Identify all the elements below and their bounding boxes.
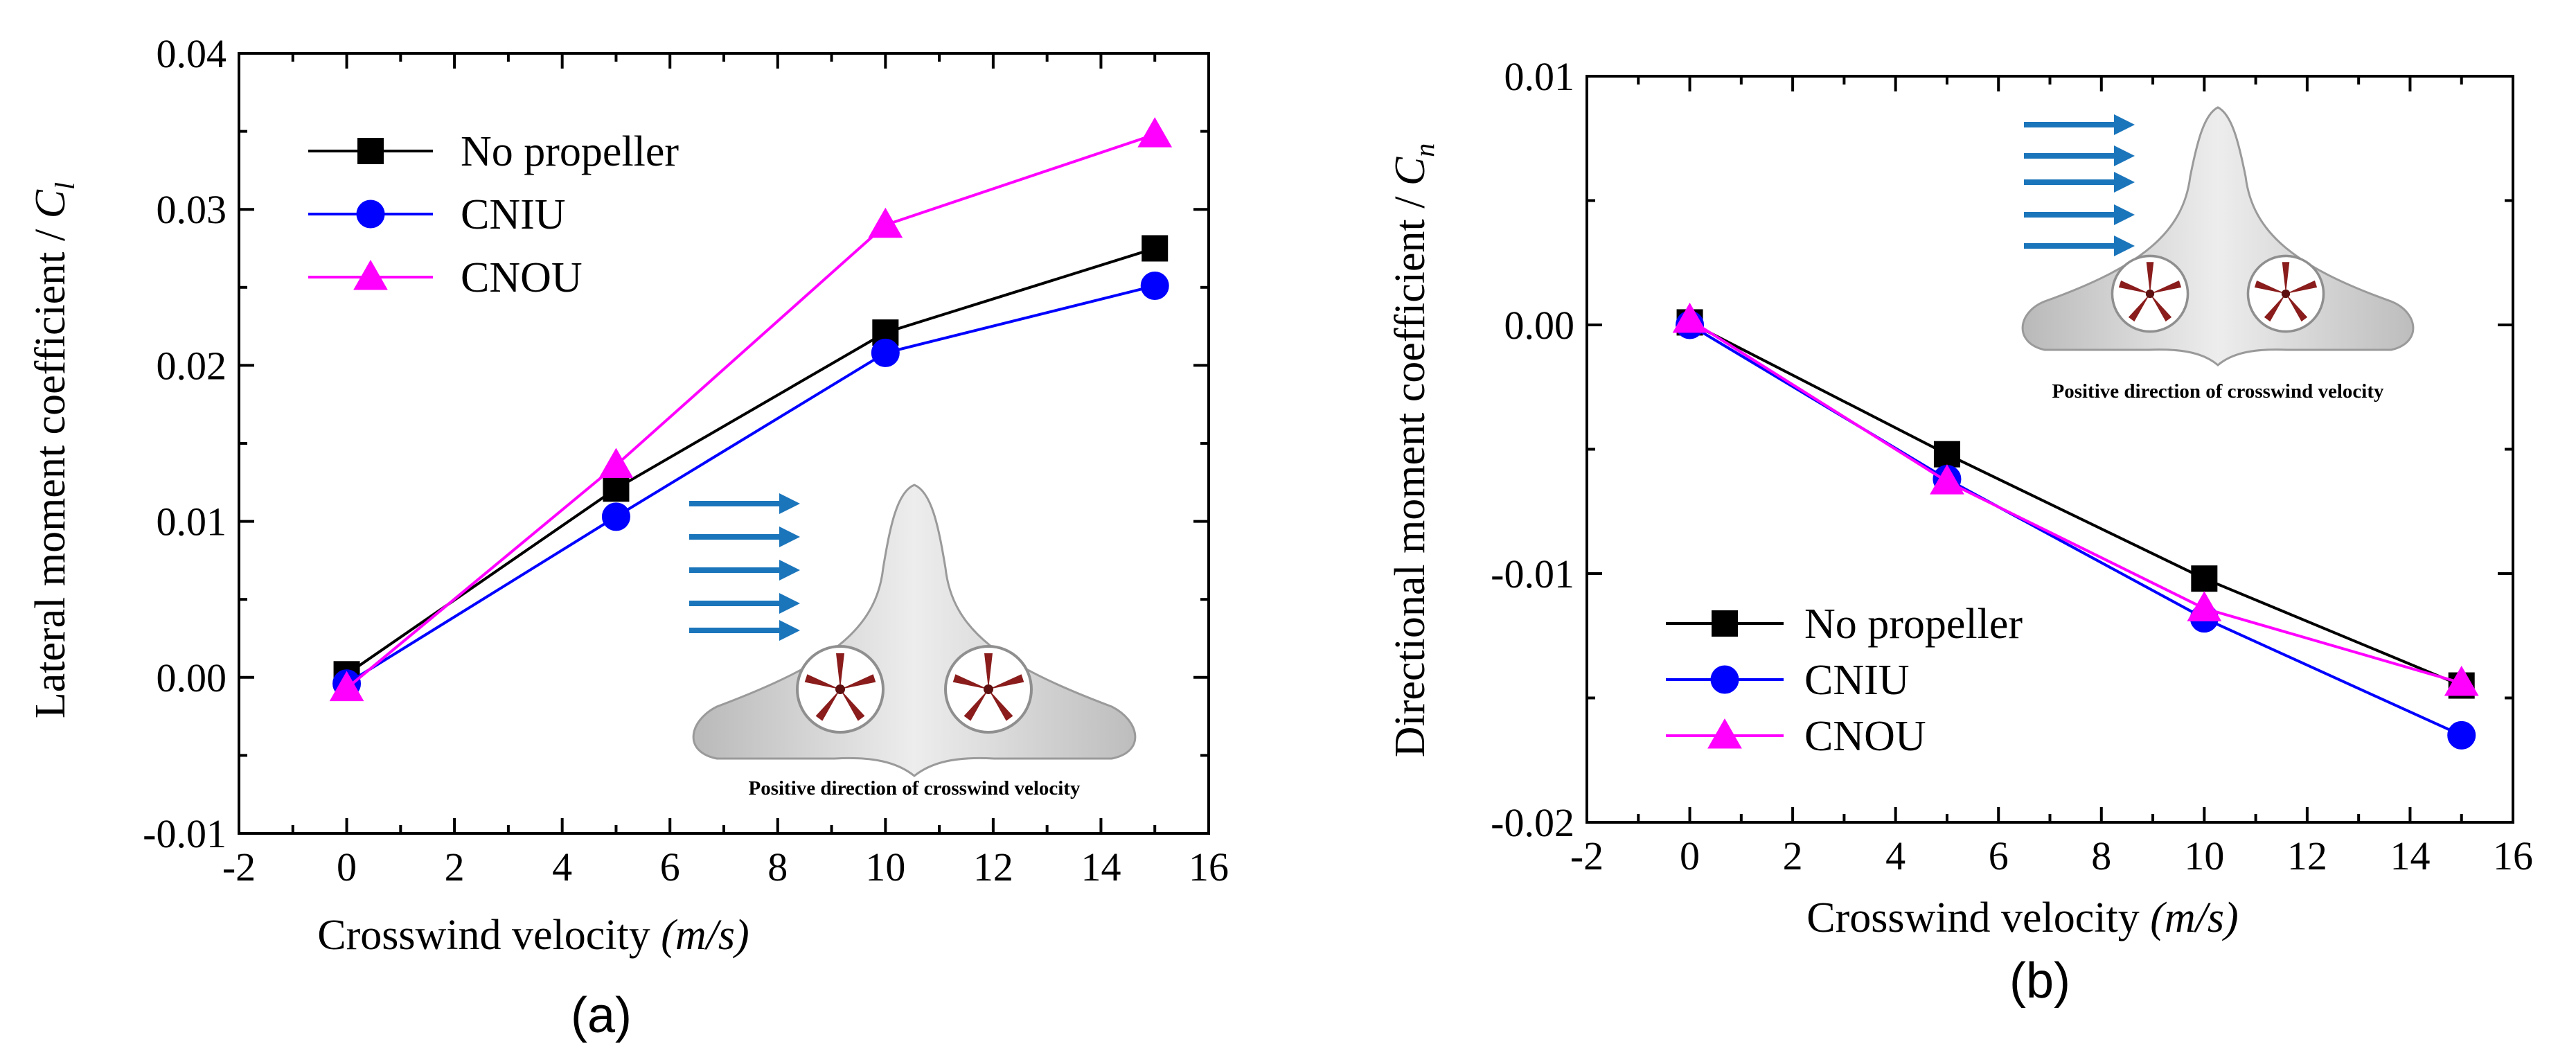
legend-marker <box>1712 610 1738 637</box>
data-point <box>1933 441 1960 468</box>
legend-item: No propeller <box>1666 601 2023 648</box>
y-tick-label: 0.01 <box>157 499 227 545</box>
inset-caption: Positive direction of crosswind velocity <box>2052 380 2384 402</box>
x-tick-label: 6 <box>1989 833 2009 878</box>
series-no-propeller <box>333 235 1169 688</box>
plot-area: -2 0 2 4 6 8 10 12 14 16 -0.02 -0.01 0.00 0.01 <box>1491 54 2533 878</box>
x-tick-label: -2 <box>222 844 256 890</box>
legend-item: CNOU <box>1666 713 1926 760</box>
x-tick-label: 4 <box>552 844 572 890</box>
data-point <box>1672 302 1707 333</box>
x-tick-label: 8 <box>767 844 788 890</box>
inset-aircraft-b: Positive direction of crosswind velocity <box>2021 106 2415 402</box>
data-point <box>2191 565 2218 592</box>
x-tick-label: 0 <box>337 844 357 890</box>
y-axis-title: Lateral moment coefficient / Cl <box>27 182 80 718</box>
y-tick-label: 0.00 <box>1504 303 1575 348</box>
data-point <box>329 671 364 702</box>
aircraft-icon <box>692 484 1137 777</box>
legend-label: CNOU <box>1804 713 1926 760</box>
data-point <box>1140 272 1169 301</box>
series-line <box>346 133 1155 690</box>
legend-label: CNOU <box>461 254 583 301</box>
legend-marker <box>356 200 385 229</box>
y-tick-label: -0.01 <box>143 811 226 856</box>
x-tick-label: 16 <box>2493 833 2533 878</box>
series-cnou <box>329 117 1173 702</box>
y-tick-label: 0.03 <box>157 187 227 232</box>
inset-aircraft-a: Positive direction of crosswind velocity <box>689 484 1137 799</box>
legend-marker <box>357 138 384 164</box>
x-tick-label: 12 <box>2287 833 2327 878</box>
y-tick-label: 0.01 <box>1504 54 1575 99</box>
aircraft-icon <box>2021 106 2415 366</box>
x-tick-label: 8 <box>2091 833 2111 878</box>
plot-area: -2 0 2 4 6 8 10 12 14 16 -0.01 0.00 0.01 0.02 0.03 0.04 <box>143 31 1229 890</box>
legend-label: CNIU <box>461 191 566 238</box>
legend-label: No propeller <box>461 128 679 175</box>
axes-frame <box>1585 75 2514 824</box>
x-tick-label: 0 <box>1680 833 1700 878</box>
legend-label: CNIU <box>1804 657 1910 704</box>
data-point <box>1930 464 1964 495</box>
series-line <box>1689 321 2462 687</box>
series-line <box>1689 319 2462 684</box>
panel-label: (a) <box>571 988 632 1043</box>
x-tick-label: 4 <box>1885 833 1906 878</box>
data-point <box>2187 591 2222 621</box>
data-point <box>598 448 634 479</box>
legend-item: CNOU <box>308 254 583 301</box>
data-point <box>1142 235 1169 262</box>
data-point <box>2444 665 2479 696</box>
x-tick-label: 14 <box>2390 833 2430 878</box>
legend-item: CNIU <box>308 191 566 238</box>
x-tick-label: -2 <box>1570 833 1604 878</box>
series-cnou <box>1672 302 2479 696</box>
x-tick-label: 16 <box>1189 844 1229 890</box>
x-axis-title: Crosswind velocity (m/s) <box>317 912 749 959</box>
legend-marker <box>1710 665 1739 694</box>
data-point <box>603 475 630 502</box>
crosswind-arrows-icon <box>2024 114 2135 256</box>
data-point <box>871 338 900 367</box>
series-line <box>346 284 1155 685</box>
y-tick-label: 0.00 <box>157 655 227 700</box>
legend-item: No propeller <box>308 128 679 175</box>
legend-marker <box>353 259 388 290</box>
data-point <box>1137 117 1173 148</box>
panel-a: Positive direction of crosswind velocity… <box>27 31 1229 1043</box>
panel-label: (b) <box>2009 953 2070 1009</box>
series-no-propeller <box>1676 309 2475 699</box>
data-point <box>2447 720 2476 750</box>
inset-caption: Positive direction of crosswind velocity <box>749 777 1081 799</box>
y-tick-label: -0.01 <box>1491 551 1574 596</box>
x-axis-title: Crosswind velocity (m/s) <box>1806 894 2238 941</box>
x-tick-label: 10 <box>865 844 905 890</box>
crosswind-arrows-icon <box>689 493 800 641</box>
panel-b: Positive direction of crosswind velocity… <box>1387 54 2533 1009</box>
legend: No propeller CNIU CNOU <box>1666 601 2023 760</box>
legend-label: No propeller <box>1804 601 2023 648</box>
x-tick-label: 2 <box>445 844 465 890</box>
y-tick-label: 0.02 <box>157 343 227 388</box>
series-cniu <box>332 272 1169 698</box>
data-point <box>868 207 903 238</box>
y-axis-title: Directional moment coefficient / Cn <box>1387 143 1440 758</box>
x-tick-label: 12 <box>973 844 1013 890</box>
y-tick-label: -0.02 <box>1491 800 1574 845</box>
x-tick-label: 14 <box>1081 844 1121 890</box>
series-line <box>346 247 1155 675</box>
x-tick-label: 6 <box>660 844 680 890</box>
legend: No propeller CNIU CNOU <box>308 128 679 301</box>
legend-item: CNIU <box>1666 657 1910 704</box>
y-tick-label: 0.04 <box>157 31 227 76</box>
x-tick-label: 2 <box>1783 833 1803 878</box>
legend-marker <box>1707 718 1742 749</box>
data-point <box>601 502 630 531</box>
x-tick-label: 10 <box>2184 833 2224 878</box>
